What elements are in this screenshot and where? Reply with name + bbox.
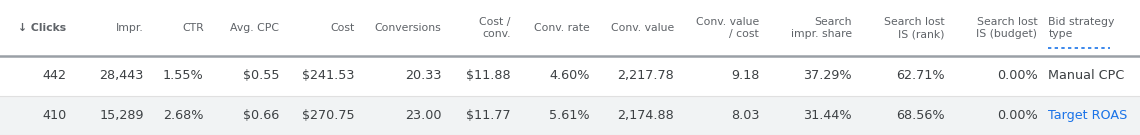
Text: Target ROAS: Target ROAS <box>1049 109 1127 122</box>
Text: 15,289: 15,289 <box>99 109 144 122</box>
Text: $0.55: $0.55 <box>243 69 279 82</box>
Text: 5.61%: 5.61% <box>549 109 591 122</box>
Text: 2.68%: 2.68% <box>163 109 204 122</box>
Text: 37.29%: 37.29% <box>804 69 852 82</box>
Text: 28,443: 28,443 <box>99 69 144 82</box>
Text: Bid strategy
type: Bid strategy type <box>1049 17 1115 39</box>
Text: $0.66: $0.66 <box>243 109 279 122</box>
Text: Search
impr. share: Search impr. share <box>791 17 852 39</box>
Text: 0.00%: 0.00% <box>996 109 1037 122</box>
Text: ↓ Clicks: ↓ Clicks <box>18 23 66 33</box>
Text: $270.75: $270.75 <box>302 109 355 122</box>
Text: 4.60%: 4.60% <box>549 69 591 82</box>
Text: $11.77: $11.77 <box>466 109 511 122</box>
Text: 9.18: 9.18 <box>731 69 759 82</box>
Text: Manual CPC: Manual CPC <box>1049 69 1125 82</box>
Text: 1.55%: 1.55% <box>163 69 204 82</box>
Bar <box>0 0 1140 56</box>
Text: 23.00: 23.00 <box>405 109 441 122</box>
Text: 68.56%: 68.56% <box>896 109 945 122</box>
Text: $241.53: $241.53 <box>302 69 355 82</box>
Text: 62.71%: 62.71% <box>896 69 945 82</box>
Text: 31.44%: 31.44% <box>804 109 852 122</box>
Text: 442: 442 <box>42 69 66 82</box>
Text: 20.33: 20.33 <box>405 69 441 82</box>
Text: CTR: CTR <box>182 23 204 33</box>
Text: 2,217.78: 2,217.78 <box>618 69 674 82</box>
Text: 2,174.88: 2,174.88 <box>618 109 674 122</box>
Text: Impr.: Impr. <box>116 23 144 33</box>
Text: $11.88: $11.88 <box>466 69 511 82</box>
Text: Cost: Cost <box>331 23 355 33</box>
Bar <box>0 96 1140 135</box>
Text: 410: 410 <box>42 109 66 122</box>
Text: Conv. rate: Conv. rate <box>535 23 591 33</box>
Bar <box>0 56 1140 96</box>
Text: Search lost
IS (rank): Search lost IS (rank) <box>884 17 945 39</box>
Text: 0.00%: 0.00% <box>996 69 1037 82</box>
Text: Cost /
conv.: Cost / conv. <box>480 17 511 39</box>
Text: 8.03: 8.03 <box>731 109 759 122</box>
Text: Avg. CPC: Avg. CPC <box>230 23 279 33</box>
Text: Search lost
IS (budget): Search lost IS (budget) <box>976 17 1037 39</box>
Text: Conv. value
/ cost: Conv. value / cost <box>695 17 759 39</box>
Text: Conversions: Conversions <box>375 23 441 33</box>
Text: Conv. value: Conv. value <box>611 23 674 33</box>
